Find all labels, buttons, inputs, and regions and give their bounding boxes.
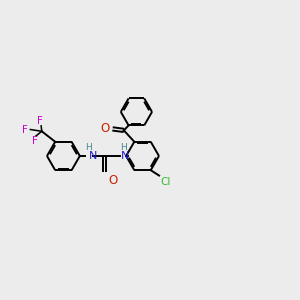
Text: O: O (100, 122, 110, 135)
Text: F: F (32, 136, 38, 146)
Text: N: N (89, 151, 97, 161)
Text: H: H (85, 143, 92, 152)
Text: N: N (120, 151, 129, 161)
Text: F: F (37, 116, 43, 126)
Text: O: O (109, 174, 118, 187)
Text: F: F (22, 125, 28, 135)
Text: H: H (120, 143, 127, 152)
Text: Cl: Cl (160, 177, 170, 187)
